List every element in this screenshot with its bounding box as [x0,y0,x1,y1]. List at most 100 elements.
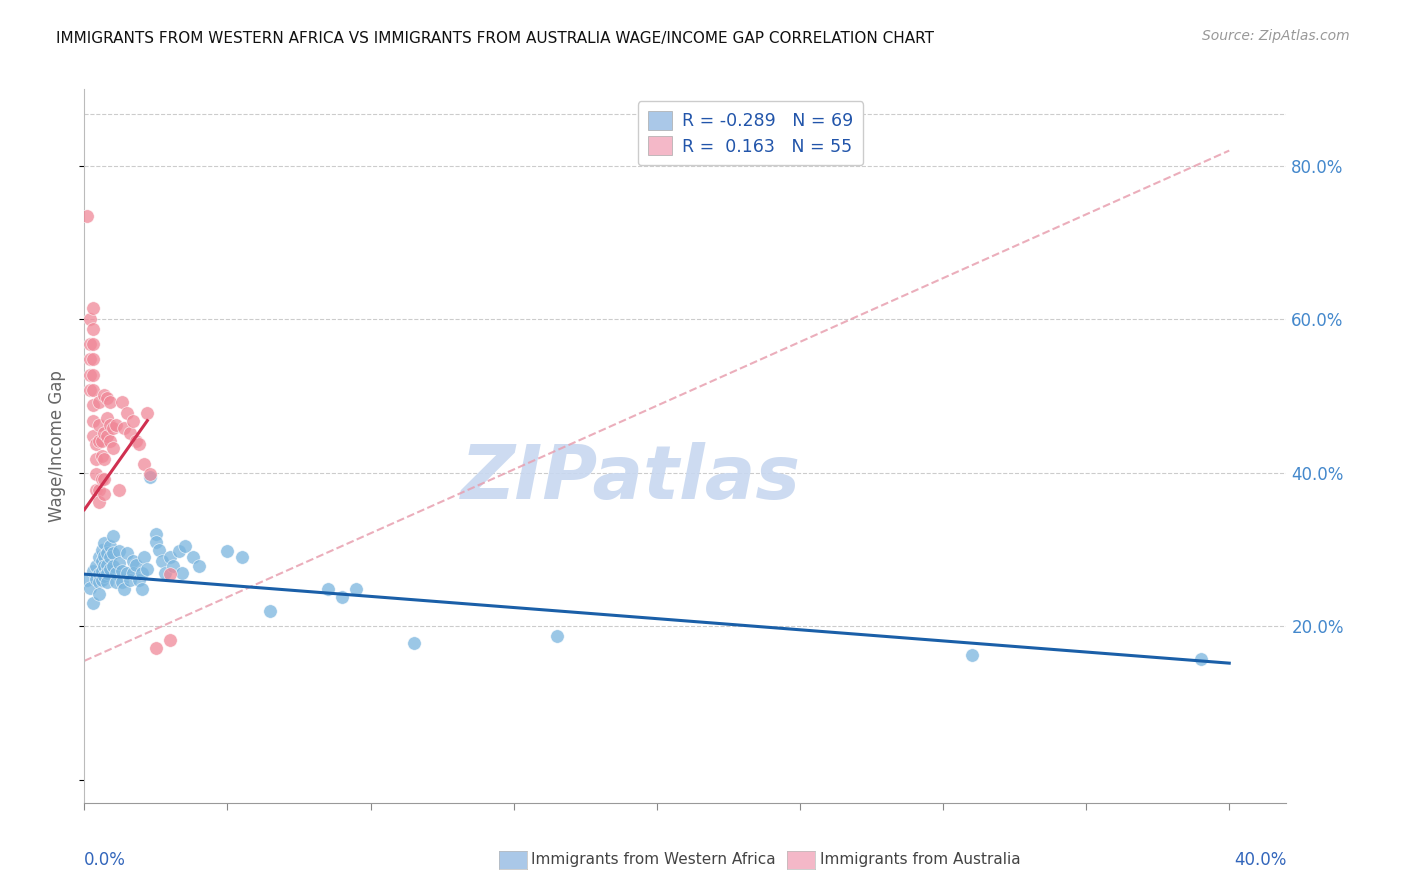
Point [139,469,162,483]
Point [93,387,115,401]
Point [104,574,127,589]
Point [120,425,142,440]
Point [131,582,153,597]
Point [98,434,121,448]
Text: Immigrants from Western Africa: Immigrants from Western Africa [531,853,776,867]
Point [79,383,101,397]
Point [82,301,104,315]
Point [90,472,112,486]
Point [145,535,167,549]
Point [87,567,110,582]
Point [79,337,101,351]
Point [96,391,118,405]
Text: Immigrants from Australia: Immigrants from Australia [820,853,1021,867]
Point [82,429,104,443]
Point [90,564,112,578]
Point [136,562,159,576]
Point [98,539,121,553]
Point [90,449,112,463]
Point [153,566,176,580]
Text: Source: ZipAtlas.com: Source: ZipAtlas.com [1202,29,1350,43]
Point [159,633,181,648]
Point [82,321,104,335]
Point [93,569,115,583]
Point [159,567,181,582]
Point [259,604,281,618]
Point [96,566,118,580]
Point [82,337,104,351]
Point [104,418,127,433]
Point [125,558,148,572]
Point [93,425,115,440]
Point [150,554,173,568]
Text: ZIPatlas: ZIPatlas [461,442,801,515]
Point [181,550,204,565]
Point [125,434,148,448]
Point [93,452,115,467]
Point [101,559,124,574]
Point [107,556,129,570]
Point [93,487,115,501]
Point [960,648,983,663]
Point [122,414,145,428]
Point [145,527,167,541]
Point [117,566,139,580]
Point [330,590,353,604]
Point [76,574,98,588]
Point [93,559,115,574]
Legend: R = -0.289   N = 69, R =  0.163   N = 55: R = -0.289 N = 69, R = 0.163 N = 55 [638,102,863,165]
Point [107,483,129,497]
Point [79,312,101,326]
Point [145,640,167,655]
Point [187,559,209,574]
Point [82,414,104,428]
Point [76,209,98,223]
Point [96,410,118,425]
Point [162,559,184,574]
Point [101,529,124,543]
Point [90,434,112,448]
Point [82,596,104,610]
Point [131,566,153,580]
Point [167,544,190,558]
Point [101,442,124,456]
Point [84,467,107,482]
Point [114,421,135,435]
Point [110,574,132,589]
Point [117,406,139,420]
Point [90,542,112,557]
Point [139,467,162,482]
Point [93,472,115,486]
Point [231,550,253,565]
Point [82,383,104,397]
Point [402,636,425,650]
Point [98,418,121,433]
Point [93,549,115,563]
Text: 0.0%: 0.0% [84,851,127,870]
Point [117,546,139,560]
Point [101,546,124,560]
Point [79,368,101,382]
Point [134,550,156,565]
Point [120,574,142,588]
Point [101,421,124,435]
Point [93,536,115,550]
Point [84,436,107,450]
Point [82,398,104,412]
Point [134,457,156,471]
Y-axis label: Wage/Income Gap: Wage/Income Gap [48,370,66,522]
Point [148,542,170,557]
Point [87,434,110,448]
Point [82,368,104,382]
Text: 40.0%: 40.0% [1234,851,1286,870]
Point [546,628,568,642]
Point [84,559,107,574]
Point [96,574,118,589]
Point [96,558,118,572]
Point [110,395,132,409]
Point [87,495,110,509]
Point [87,574,110,589]
Point [79,581,101,595]
Point [217,544,239,558]
Point [87,395,110,409]
